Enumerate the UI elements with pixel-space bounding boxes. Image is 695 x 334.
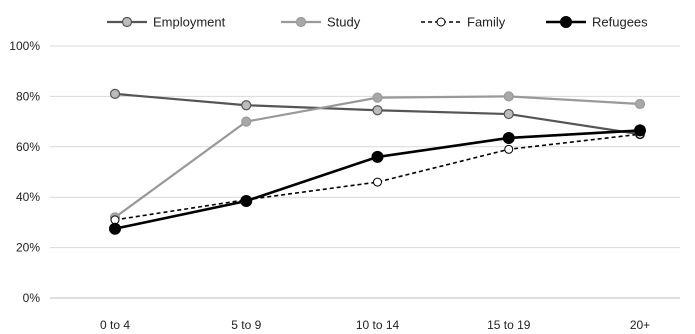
data-point-study [241, 116, 252, 127]
data-point-family [504, 144, 514, 154]
legend-label: Refugees [592, 15, 648, 30]
data-point-study [503, 91, 514, 102]
legend-label: Study [327, 15, 361, 30]
legend-item-study: Study [281, 15, 361, 30]
data-point-family [110, 215, 120, 225]
legend-swatch-marker [295, 16, 307, 28]
series-line-family [114, 133, 641, 221]
data-point-study [372, 92, 383, 103]
y-tick-label: 60% [16, 140, 40, 154]
y-axis-ticks: 0% 20% 40% 60% 80% 100% [9, 39, 40, 305]
legend-item-family: Family [421, 15, 506, 30]
data-point-refugees [109, 222, 121, 235]
data-point-employment [241, 100, 252, 111]
x-tick-label: 10 to 14 [356, 318, 400, 332]
legend-label: Family [467, 15, 506, 30]
data-point-employment [109, 88, 121, 99]
data-point-refugees [502, 131, 515, 144]
legend-item-employment: Employment [107, 15, 226, 30]
series-layer [109, 88, 646, 235]
y-tick-label: 100% [9, 39, 40, 53]
x-tick-label: 0 to 4 [100, 318, 130, 332]
x-tick-label: 5 to 9 [231, 318, 261, 332]
x-tick-label: 15 to 19 [487, 318, 531, 332]
x-axis-ticks: 0 to 4 5 to 9 10 to 14 15 to 19 20+ [100, 318, 650, 332]
legend-swatch-marker [560, 16, 572, 28]
legend-swatch-marker [121, 16, 133, 28]
data-point-study [634, 98, 646, 110]
legend-item-refugees: Refugees [546, 15, 648, 30]
data-point-employment [503, 108, 514, 120]
legend-swatch-marker [436, 17, 446, 27]
x-tick-label: 20+ [630, 318, 650, 332]
gridlines [50, 45, 680, 249]
y-tick-label: 80% [16, 89, 40, 103]
data-point-employment [372, 105, 383, 116]
data-point-refugees [634, 124, 646, 137]
y-tick-label: 40% [16, 190, 40, 204]
data-point-family [373, 177, 382, 187]
y-tick-label: 0% [23, 291, 41, 305]
y-tick-label: 20% [16, 241, 40, 255]
legend-label: Employment [153, 15, 226, 30]
data-point-refugees [240, 194, 253, 207]
data-point-refugees [371, 150, 384, 163]
legend: Employment Study Family Refugees [107, 15, 648, 30]
